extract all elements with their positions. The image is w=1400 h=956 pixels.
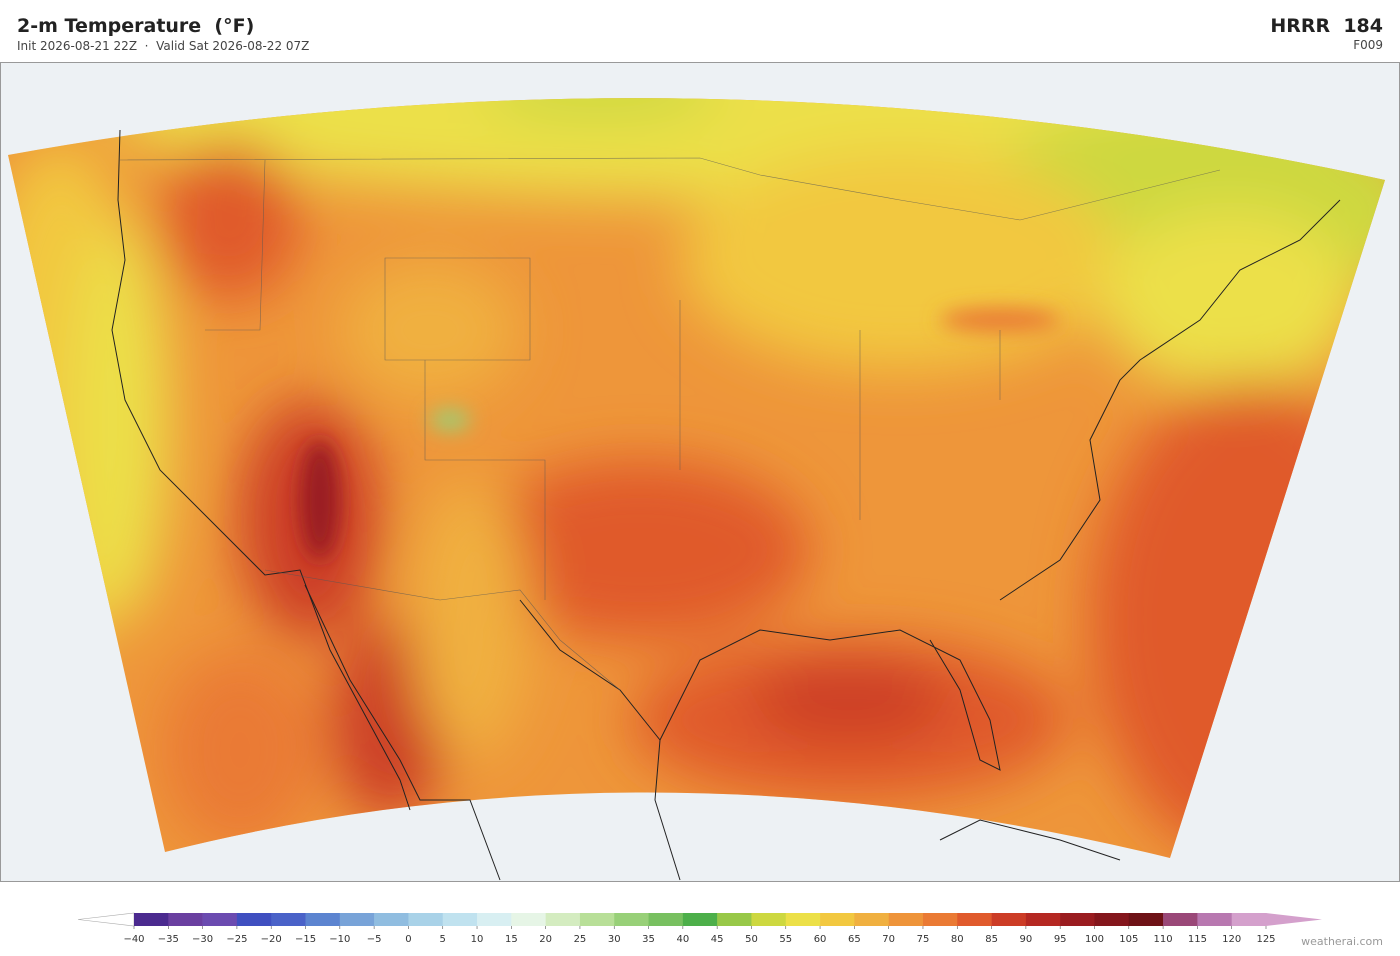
colorbar-tick-label: −25 (226, 934, 247, 945)
colorbar-tick-label: 65 (848, 934, 861, 945)
colorbar-tick-label: −5 (367, 934, 382, 945)
colorbar-tick-label: −40 (123, 934, 144, 945)
colorbar-tick-label: 95 (1054, 934, 1067, 945)
colorbar-segment (991, 913, 1027, 926)
colorbar-segment (888, 913, 924, 926)
colorbar-segment (1128, 913, 1164, 926)
colorbar-segment (134, 913, 169, 926)
colorbar-segment (1197, 913, 1232, 926)
colorbar-segment (339, 913, 375, 926)
borders (119, 157, 1221, 691)
colorbar-segment (854, 913, 889, 926)
colorbar-tick-label: 75 (917, 934, 930, 945)
colorbar-segment (1094, 913, 1130, 926)
forecast-hour: F009 (1353, 38, 1383, 52)
colorbar-tick-label: −10 (329, 934, 350, 945)
colorbar-tick-label: 60 (814, 934, 827, 945)
colorbar-segment (236, 913, 272, 926)
colorbar-segment (271, 913, 306, 926)
colorbar-tick-label: 35 (642, 934, 655, 945)
colorbar-segment (168, 913, 203, 926)
colorbar-segment (545, 913, 581, 926)
colorbar-segment (442, 913, 478, 926)
colorbar-tick-label: 50 (745, 934, 758, 945)
colorbar-tick-label: −30 (192, 934, 213, 945)
colorbar-tick-label: 5 (440, 934, 446, 945)
colorbar-segment (820, 913, 855, 926)
map-title: 2-m Temperature (°F) (17, 15, 255, 37)
colorbar-tick-label: 80 (951, 934, 964, 945)
colorbar-segment (648, 913, 684, 926)
colorbar-tick-label: −20 (261, 934, 282, 945)
colorbar-tick-label: 70 (882, 934, 895, 945)
colorbar-segment (682, 913, 718, 926)
colorbar-segment (922, 913, 958, 926)
colorbar-tick-label: 125 (1256, 934, 1275, 945)
colorbar-segment (1025, 913, 1061, 926)
colorbar-tick-label: 120 (1222, 934, 1241, 945)
credit: weatherai.com (1301, 935, 1383, 948)
colorbar-segment (477, 913, 512, 926)
colorbar-segment (1163, 913, 1198, 926)
colorbar-under (77, 912, 135, 927)
colorbar-tick-label: 30 (608, 934, 621, 945)
colorbar-tick-label: 0 (405, 934, 411, 945)
colorbar-tick-label: 55 (779, 934, 792, 945)
colorbar-tick-label: 110 (1154, 934, 1173, 945)
coastlines (111, 129, 1341, 881)
colorbar-segment (305, 913, 341, 926)
colorbar-tick-label: 85 (985, 934, 998, 945)
colorbar-segment (408, 913, 444, 926)
colorbar-segment (579, 913, 615, 926)
colorbar-segment (717, 913, 752, 926)
colorbar-segment (1060, 913, 1095, 926)
colorbar-segment (374, 913, 409, 926)
colorbar-tick-label: 100 (1085, 934, 1104, 945)
colorbar-segment (511, 913, 546, 926)
colorbar-tick-label: 105 (1119, 934, 1138, 945)
model-name: HRRR 184 (1270, 15, 1383, 37)
colorbar-tick-label: −35 (158, 934, 179, 945)
colorbar-tick-label: 40 (676, 934, 689, 945)
colorbar-segment (957, 913, 992, 926)
colorbar-segment (202, 913, 238, 926)
map-subtitle: Init 2026-08-21 22Z · Valid Sat 2026-08-… (17, 39, 310, 53)
colorbar-over (1266, 913, 1322, 926)
colorbar-segment (1231, 913, 1267, 926)
colorbar-tick-label: 115 (1188, 934, 1207, 945)
colorbar-tick-label: −15 (295, 934, 316, 945)
colorbar-segment (785, 913, 821, 926)
colorbar-tick-label: 25 (574, 934, 587, 945)
colorbar-tick-label: 15 (505, 934, 518, 945)
colorbar-tick-label: 90 (1020, 934, 1033, 945)
colorbar-segment (614, 913, 649, 926)
temperature-field (8, 98, 1385, 858)
colorbar-tick-label: 20 (539, 934, 552, 945)
colorbar-tick-label: 45 (711, 934, 724, 945)
colorbar: −40 −35 −30 −25 −20 −15 −10 −5 0 5 10 15 20 25 30 35 40 4… (77, 912, 1322, 945)
colorbar-tick-label: 10 (471, 934, 484, 945)
colorbar-segment (751, 913, 787, 926)
